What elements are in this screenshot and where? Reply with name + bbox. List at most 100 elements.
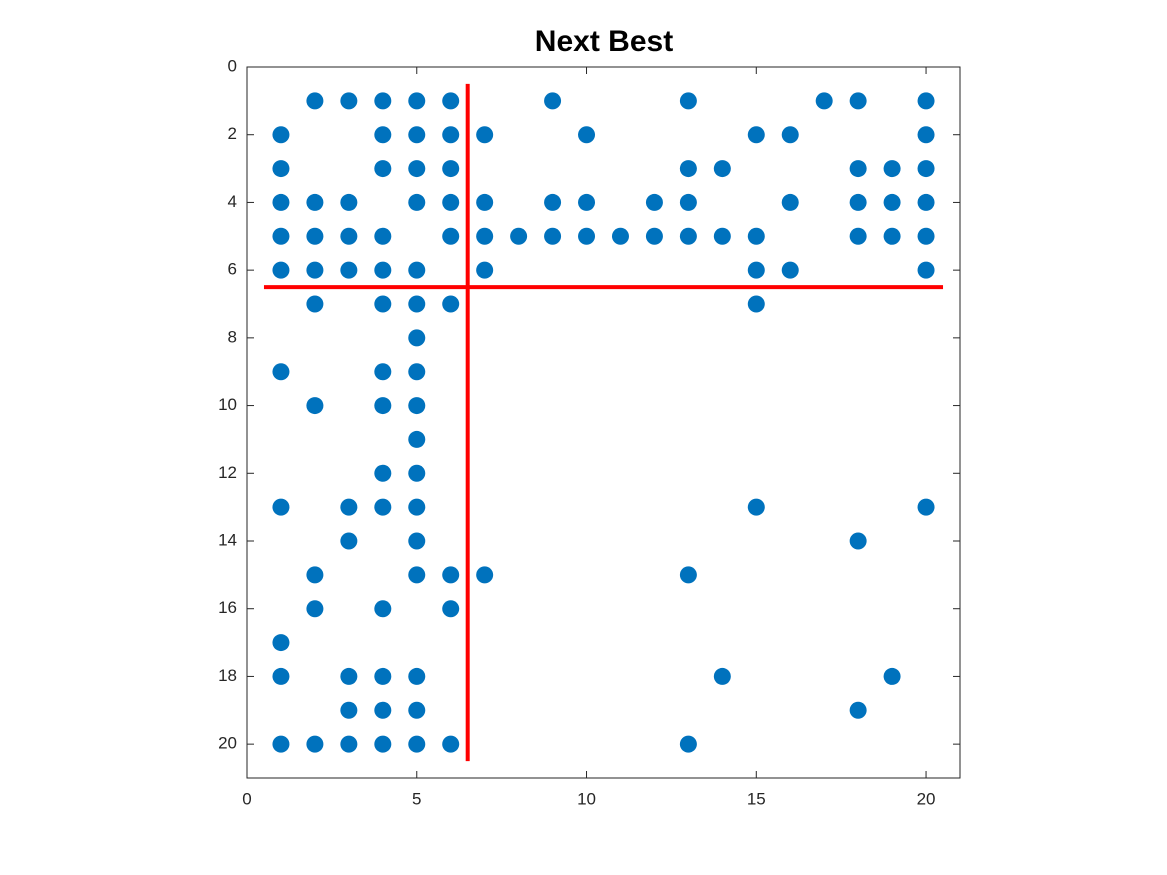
point: [408, 92, 426, 110]
point: [849, 92, 867, 110]
point: [374, 92, 392, 110]
point: [578, 227, 596, 245]
point: [917, 92, 935, 110]
point: [781, 261, 799, 279]
point: [849, 160, 867, 178]
point: [544, 92, 562, 110]
point: [442, 566, 460, 584]
point: [442, 227, 460, 245]
point: [747, 295, 765, 313]
point: [272, 126, 290, 144]
point: [917, 227, 935, 245]
y-tick-label: 0: [228, 56, 237, 75]
point: [747, 261, 765, 279]
point: [272, 227, 290, 245]
point: [442, 92, 460, 110]
point: [883, 193, 901, 211]
point: [645, 193, 663, 211]
point: [272, 634, 290, 652]
point: [272, 363, 290, 381]
point: [340, 92, 358, 110]
point: [306, 227, 324, 245]
point: [340, 532, 358, 550]
point: [578, 126, 596, 144]
point: [408, 397, 426, 415]
point: [340, 227, 358, 245]
point: [815, 92, 833, 110]
point: [272, 193, 290, 211]
point: [374, 160, 392, 178]
point: [917, 193, 935, 211]
point: [645, 227, 663, 245]
point: [849, 193, 867, 211]
point: [408, 701, 426, 719]
point: [442, 295, 460, 313]
point: [306, 92, 324, 110]
point: [374, 735, 392, 753]
point: [340, 261, 358, 279]
point: [442, 735, 460, 753]
point: [306, 193, 324, 211]
point: [611, 227, 629, 245]
point: [408, 532, 426, 550]
y-tick-label: 10: [218, 395, 237, 414]
point: [747, 498, 765, 516]
point: [272, 667, 290, 685]
point: [272, 498, 290, 516]
point: [408, 160, 426, 178]
point: [679, 227, 697, 245]
chart-title: Next Best: [535, 25, 673, 58]
point: [679, 735, 697, 753]
point: [408, 329, 426, 347]
point: [679, 160, 697, 178]
point: [272, 735, 290, 753]
point: [408, 566, 426, 584]
point: [476, 566, 494, 584]
point: [917, 126, 935, 144]
y-tick-label: 16: [218, 598, 237, 617]
point: [374, 667, 392, 685]
point: [849, 532, 867, 550]
x-tick-label: 0: [242, 789, 251, 808]
y-tick-label: 20: [218, 734, 237, 753]
point: [272, 261, 290, 279]
point: [374, 464, 392, 482]
point: [883, 227, 901, 245]
point: [510, 227, 528, 245]
point: [883, 160, 901, 178]
y-tick-label: 14: [218, 530, 237, 549]
point: [408, 261, 426, 279]
point: [917, 498, 935, 516]
point: [442, 193, 460, 211]
point: [849, 227, 867, 245]
point: [679, 193, 697, 211]
point: [713, 667, 731, 685]
point: [781, 126, 799, 144]
point: [713, 160, 731, 178]
y-tick-label: 2: [228, 124, 237, 143]
point: [408, 363, 426, 381]
x-tick-label: 10: [577, 789, 596, 808]
point: [781, 193, 799, 211]
point: [374, 227, 392, 245]
y-tick-label: 6: [228, 260, 237, 279]
point: [340, 667, 358, 685]
point: [374, 126, 392, 144]
point: [340, 193, 358, 211]
point: [408, 735, 426, 753]
point: [747, 126, 765, 144]
point: [713, 227, 731, 245]
point: [374, 363, 392, 381]
point: [408, 295, 426, 313]
point: [476, 227, 494, 245]
point: [306, 397, 324, 415]
point: [272, 160, 290, 178]
point: [408, 498, 426, 516]
x-tick-label: 15: [747, 789, 766, 808]
point: [306, 261, 324, 279]
point: [374, 295, 392, 313]
point: [374, 600, 392, 618]
x-tick-label: 20: [917, 789, 936, 808]
